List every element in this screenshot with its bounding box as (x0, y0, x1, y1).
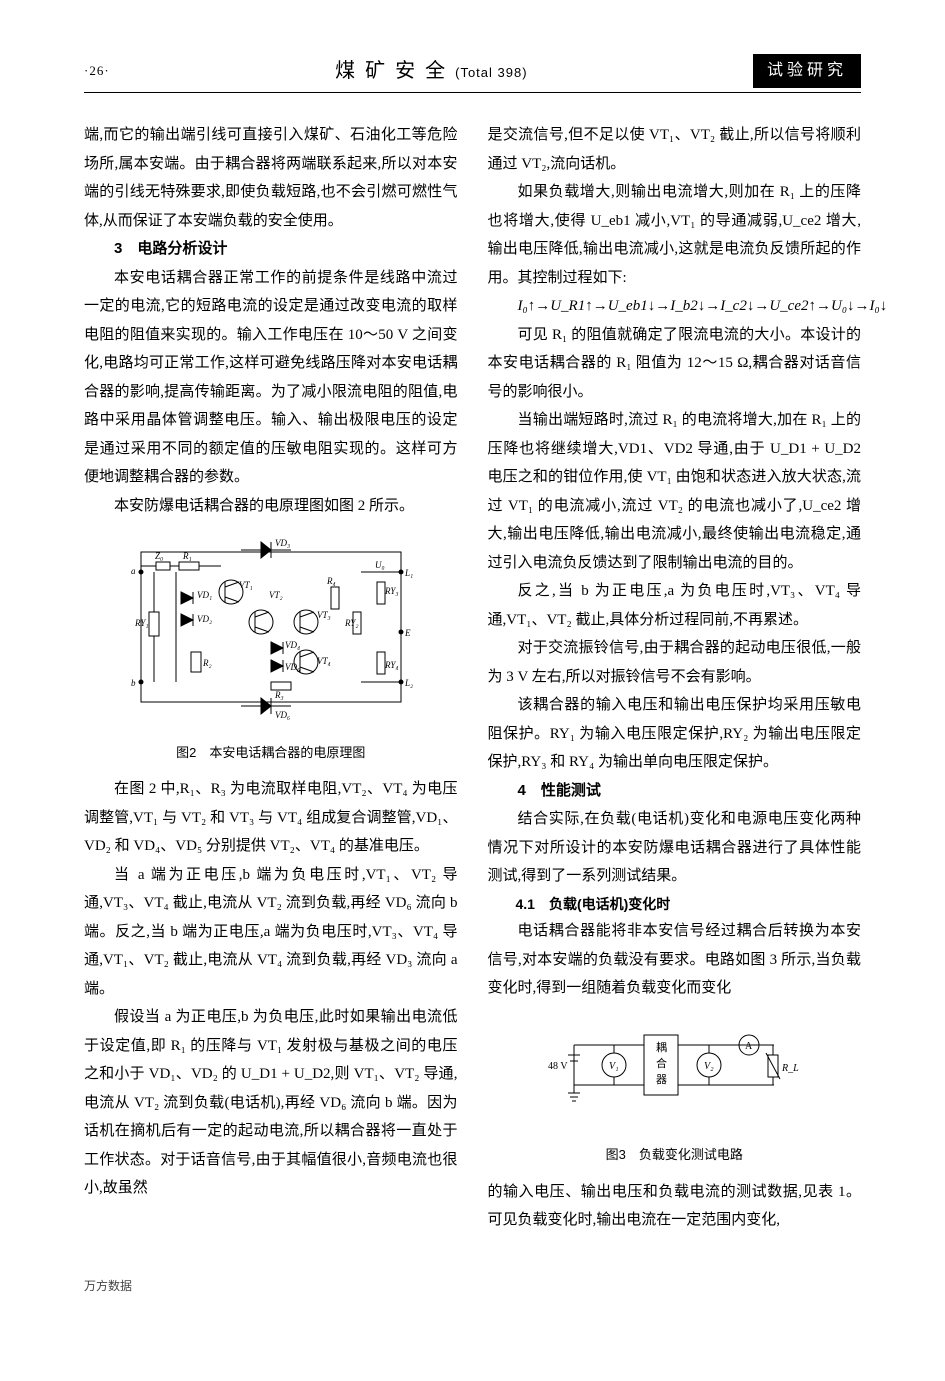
fig2-label: L₂ (404, 678, 413, 688)
fig2-label: RY₂ (344, 618, 358, 628)
page-number: ·26· (84, 59, 110, 84)
fig2-label: VD₄ (285, 640, 300, 650)
para: 在图 2 中,R₁、R₃ 为电流取样电阻,VT₂、VT₄ 为电压调整管,VT₁ … (84, 775, 458, 861)
fig2-label: VT₃ (317, 610, 331, 620)
fig2-label: RY₁ (134, 618, 148, 628)
fig2-label: U₀ (375, 560, 385, 570)
page: ·26· 煤矿安全(Total 398) 试验研究 端,而它的输出端引线可直接引… (0, 0, 945, 1358)
category-box: 试验研究 (753, 54, 861, 88)
fig2-label: RY₄ (384, 660, 398, 670)
fig2-label: Z₀ (155, 551, 163, 561)
body-columns: 端,而它的输出端引线可直接引入煤矿、石油化工等危险场所,属本安端。由于耦合器将两… (84, 121, 861, 1235)
fig2-label: VT₁ (239, 580, 253, 590)
para: 当 a 端为正电压,b 端为负电压时,VT₁、VT₂ 导通,VT₃、VT₄ 截止… (84, 861, 458, 1004)
fig2-label: VD₃ (275, 538, 290, 548)
para: 本安电话耦合器正常工作的前提条件是线路中流过一定的电流,它的短路电流的设定是通过… (84, 264, 458, 492)
fig3-box-line2: 合 (656, 1056, 667, 1070)
page-header: ·26· 煤矿安全(Total 398) 试验研究 (84, 52, 861, 93)
fig2-label: R₁ (182, 551, 192, 561)
fig2-label: R₂ (202, 658, 212, 668)
fig2-svg: Z₀ R₁ a b VD₁ VD₂ VD₃ VD₆ RY₁ R₂ VT₁ VT₂… (121, 532, 421, 722)
fig3-svg: 48 V V₁ V₂ A R_L 耦 合 器 (544, 1015, 804, 1125)
para: 端,而它的输出端引线可直接引入煤矿、石油化工等危险场所,属本安端。由于耦合器将两… (84, 121, 458, 235)
equation: I₀↑→U_R1↑→U_eb1↓→I_b2↓→I_c2↓→U_ce2↑→U₀↓→… (488, 292, 862, 321)
para: 是交流信号,但不足以使 VT₁、VT₂ 截止,所以信号将顺利通过 VT₂,流向话… (488, 121, 862, 178)
fig2-label: RY₃ (384, 586, 398, 596)
fig3-box-line3: 器 (656, 1073, 667, 1086)
fig2-label: VD₂ (197, 614, 212, 624)
issue-total: (Total 398) (455, 65, 527, 80)
footer-source: 万方数据 (84, 1275, 861, 1298)
para: 如果负载增大,则输出电流增大,则加在 R₁ 上的压降也将增大,使得 U_eb1 … (488, 178, 862, 292)
fig2-label: a (131, 566, 136, 576)
section-title-4: 4 性能测试 (488, 777, 862, 806)
fig3-label: A (745, 1041, 753, 1052)
section-title-3: 3 电路分析设计 (84, 235, 458, 264)
fig3-label: R_L (781, 1063, 799, 1074)
para: 本安防爆电话耦合器的电原理图如图 2 所示。 (84, 492, 458, 521)
para: 当输出端短路时,流过 R₁ 的电流将增大,加在 R₁ 上的压降也将继续增大,VD… (488, 406, 862, 577)
fig3-label: V₂ (704, 1061, 714, 1072)
para: 的输入电压、输出电压和负载电流的测试数据,见表 1。可见负载变化时,输出电流在一… (488, 1178, 862, 1235)
para: 假设当 a 为正电压,b 为负电压,此时如果输出电流低于设定值,即 R₁ 的压降… (84, 1003, 458, 1203)
fig2-label: L₁ (404, 568, 413, 578)
para: 反之,当 b 为正电压,a 为负电压时,VT₃、VT₄ 导通,VT₁、VT₂ 截… (488, 577, 862, 634)
figure-2: Z₀ R₁ a b VD₁ VD₂ VD₃ VD₆ RY₁ R₂ VT₁ VT₂… (84, 532, 458, 765)
para: 结合实际,在负载(电话机)变化和电源电压变化两种情况下对所设计的本安防爆电话耦合… (488, 805, 862, 891)
fig2-label: R₃ (274, 690, 284, 700)
fig2-label: VD₅ (285, 662, 300, 672)
fig3-box-line1: 耦 (656, 1041, 667, 1054)
fig3-label: 48 V (548, 1061, 568, 1072)
journal-title: 煤矿安全(Total 398) (335, 52, 527, 90)
fig2-label: VD₆ (275, 710, 290, 720)
para: 该耦合器的输入电压和输出电压保护均采用压敏电阻保护。RY₁ 为输入电压限定保护,… (488, 691, 862, 777)
figure-3: 48 V V₁ V₂ A R_L 耦 合 器 图3 负载变化测试电路 (488, 1015, 862, 1168)
fig2-label: VT₄ (317, 656, 331, 666)
fig2-label: R₄ (326, 576, 336, 586)
fig2-label: b (131, 678, 136, 688)
fig3-label: V₁ (609, 1061, 619, 1072)
para: 电话耦合器能将非本安信号经过耦合后转换为本安信号,对本安端的负载没有要求。电路如… (488, 917, 862, 1003)
fig2-label: VT₂ (269, 590, 283, 600)
fig3-caption: 图3 负载变化测试电路 (488, 1143, 862, 1168)
journal-name: 煤矿安全 (335, 60, 455, 82)
para: 可见 R₁ 的阻值就确定了限流电流的大小。本设计的本安电话耦合器的 R₁ 阻值为… (488, 321, 862, 407)
para: 对于交流振铃信号,由于耦合器的起动电压很低,一般为 3 V 左右,所以对振铃信号… (488, 634, 862, 691)
fig2-label: VD₁ (197, 590, 212, 600)
fig2-label: E (404, 628, 411, 638)
fig2-caption: 图2 本安电话耦合器的电原理图 (84, 741, 458, 766)
subsection-title-4-1: 4.1 负载(电话机)变化时 (488, 891, 862, 918)
